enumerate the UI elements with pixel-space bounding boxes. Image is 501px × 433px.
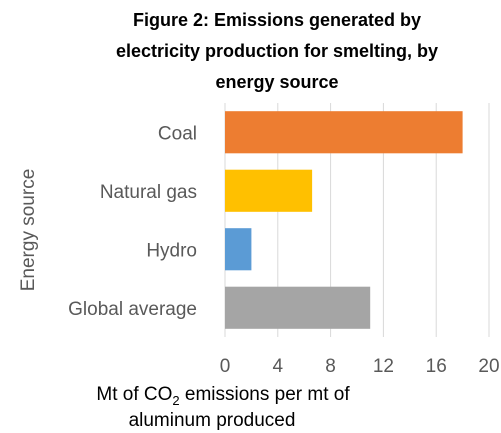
category-labels: Coal Natural gas Hydro Global average xyxy=(68,123,197,320)
bar-natural-gas xyxy=(225,169,313,212)
x-axis-title: Mt of CO2 emissions per mt of aluminum p… xyxy=(96,384,350,431)
x-tick-label-0: 0 xyxy=(220,356,231,377)
bars xyxy=(225,111,463,329)
category-label-natural-gas: Natural gas xyxy=(100,182,197,203)
x-tick-label-4: 4 xyxy=(273,356,284,377)
x-tick-label-16: 16 xyxy=(426,356,447,377)
x-axis-title-line-1: Mt of CO2 emissions per mt of xyxy=(96,384,350,408)
x-axis-title-line-2: aluminum produced xyxy=(129,410,296,431)
x-axis-title-part-b: emissions per mt of xyxy=(180,384,351,405)
x-tick-labels: 0 4 8 12 16 20 xyxy=(220,356,500,377)
x-tick-label-8: 8 xyxy=(325,356,336,377)
x-tick-label-20: 20 xyxy=(478,356,499,377)
bar-hydro xyxy=(225,228,252,271)
category-label-hydro: Hydro xyxy=(146,240,197,261)
bar-global-average xyxy=(225,286,371,329)
chart-title-line-3: energy source xyxy=(215,72,338,92)
category-label-coal: Coal xyxy=(158,123,197,144)
x-tick-label-12: 12 xyxy=(373,356,394,377)
bar-coal xyxy=(225,111,463,154)
x-axis-title-subscript: 2 xyxy=(172,393,179,408)
category-label-global-average: Global average xyxy=(68,299,197,320)
chart-title-line-1: Figure 2: Emissions generated by xyxy=(133,10,421,30)
chart-title: Figure 2: Emissions generated by electri… xyxy=(116,10,438,92)
x-axis-title-part-a: Mt of CO xyxy=(96,384,172,405)
y-axis-title: Energy source xyxy=(18,169,39,292)
chart-title-line-2: electricity production for smelting, by xyxy=(116,41,438,61)
